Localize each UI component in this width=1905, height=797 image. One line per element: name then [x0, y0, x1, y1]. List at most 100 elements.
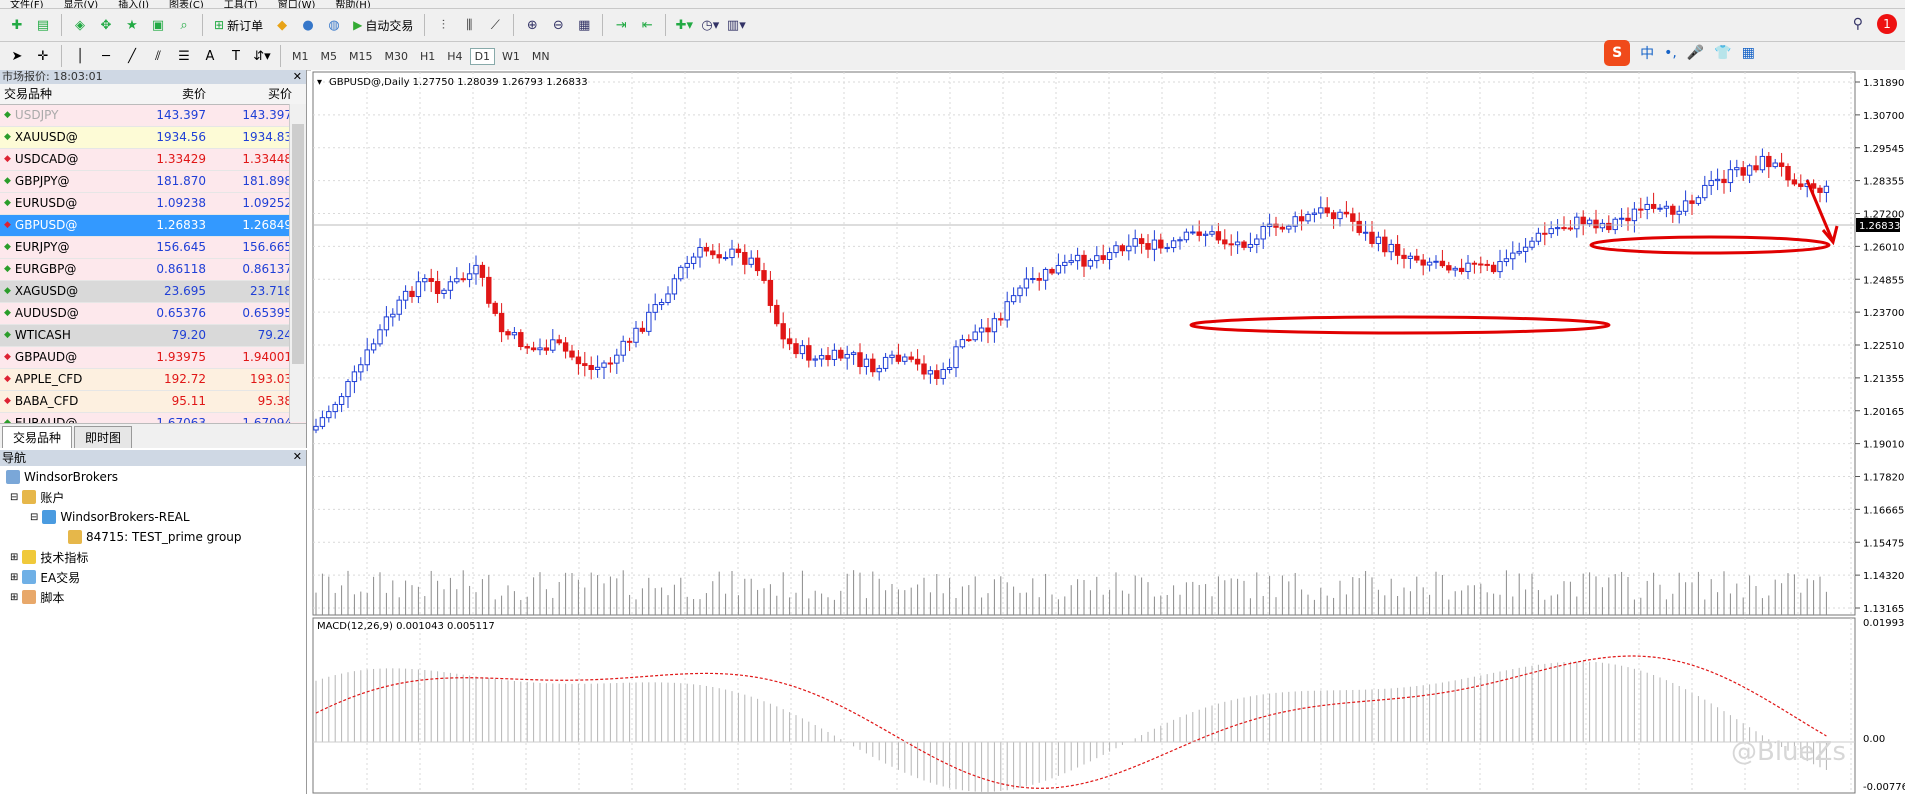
collapse-icon[interactable]: ⊟ [30, 511, 39, 523]
line-chart-icon[interactable]: ⟋ [490, 17, 500, 33]
microphone-icon[interactable]: 🎤 [1686, 45, 1705, 61]
macd-label: -0.007763 [1863, 782, 1905, 793]
market-watch-row[interactable]: ◆ APPLE_CFD 192.72 193.03 [0, 369, 306, 391]
menu-item-0[interactable]: 文件(F) [10, 0, 44, 9]
new-chart-icon[interactable]: ✚ [11, 17, 23, 33]
profiles-icon[interactable]: ▤ [36, 17, 50, 33]
notification-badge[interactable]: 1 [1877, 14, 1897, 34]
periods-icon[interactable]: ◷▾ [701, 17, 720, 33]
search-icon[interactable]: ⚲ [1852, 16, 1863, 32]
timeframe-d1[interactable]: D1 [469, 47, 496, 65]
nav-server[interactable]: ⊟ WindsorBrokers-REAL [30, 508, 190, 526]
price-chart[interactable]: 1.31890 1.30700 1.29545 1.28355 1.27200 1.260… [311, 70, 1905, 794]
signals-icon[interactable]: ● [302, 17, 314, 33]
market-watch-row[interactable]: ◆ XAUUSD@ 1934.56 1934.83 [0, 127, 306, 149]
market-watch-row[interactable]: ◆ EURJPY@ 156.645 156.665 [0, 237, 306, 259]
close-icon[interactable]: ✕ [292, 450, 302, 463]
auto-scroll-icon[interactable]: ⇥ [615, 17, 627, 33]
zoom-out-icon[interactable]: ⊖ [552, 17, 564, 33]
tab-symbols[interactable]: 交易品种 [2, 426, 73, 448]
annotation-arrow[interactable] [1805, 179, 1835, 243]
sogou-logo[interactable]: S [1604, 40, 1631, 66]
collapse-icon[interactable]: ⊟ [10, 491, 19, 503]
trendline-icon[interactable]: ╱ [128, 48, 136, 64]
menu-item-2[interactable]: 插入(I) [118, 0, 149, 9]
toolbox-icon[interactable]: ▦ [1741, 45, 1755, 61]
horizontal-line-icon[interactable]: ─ [102, 48, 110, 64]
market-watch-row[interactable]: ◆ XAGUSD@ 23.695 23.718 [0, 281, 306, 303]
arrows-icon[interactable]: ⇵▾ [253, 48, 271, 64]
ime-punctuation[interactable]: •, [1664, 45, 1677, 61]
market-watch-row[interactable]: ◆ USDCAD@ 1.33429 1.33448 [0, 149, 306, 171]
tile-windows-icon[interactable]: ▦ [578, 17, 591, 33]
zoom-in-icon[interactable]: ⊕ [526, 17, 538, 33]
market-icon[interactable]: ◍ [328, 17, 340, 33]
navigator-icon[interactable]: ★ [126, 17, 138, 33]
candlestick-icon[interactable]: ⫼ [466, 17, 473, 33]
market-watch-row[interactable]: ◆ GBPUSD@ 1.26833 1.26849 [0, 215, 306, 237]
crosshair-icon[interactable]: ✛ [37, 48, 49, 64]
data-window-icon[interactable]: ✥ [100, 17, 112, 33]
timeframe-m1[interactable]: M1 [292, 49, 309, 63]
candle-body [607, 362, 614, 365]
market-watch-row[interactable]: ◆ EURGBP@ 0.86118 0.86137 [0, 259, 306, 281]
strategy-tester-icon[interactable]: ⌕ [180, 17, 188, 33]
new-order-button[interactable]: ⊞ 新订单 [214, 18, 264, 33]
nav-indicators[interactable]: ⊞ 技术指标 [10, 548, 88, 566]
timeframe-w1[interactable]: W1 [502, 49, 520, 63]
timeframe-h1[interactable]: H1 [420, 49, 436, 63]
scrollbar[interactable] [289, 104, 306, 422]
expand-icon[interactable]: ⊞ [10, 551, 19, 563]
nav-scripts[interactable]: ⊞ 脚本 [10, 588, 64, 606]
chart-window[interactable]: 1.31890 1.30700 1.29545 1.28355 1.27200 1.260… [311, 70, 1905, 794]
fibonacci-icon[interactable]: ☰ [178, 48, 190, 64]
menu-item-5[interactable]: 窗口(W) [277, 0, 316, 9]
timeframe-m30[interactable]: M30 [384, 49, 409, 63]
nav-accounts[interactable]: ⊟ 账户 [10, 488, 64, 506]
expand-icon[interactable]: ⊞ [10, 591, 19, 603]
market-watch-row[interactable]: ◆ GBPAUD@ 1.93975 1.94001 [0, 347, 306, 369]
market-watch-row[interactable]: ◆ WTICASH 79.20 79.24 [0, 325, 306, 347]
tab-tick-chart[interactable]: 即时图 [74, 426, 133, 448]
bar-chart-icon[interactable]: ⫶ [441, 17, 445, 33]
terminal-icon[interactable]: ▣ [151, 17, 165, 33]
menu-item-4[interactable]: 工具(T) [223, 0, 258, 9]
ime-language[interactable]: 中 [1640, 46, 1655, 62]
market-watch-row[interactable]: ◆ GBPJPY@ 181.870 181.898 [0, 171, 306, 193]
templates-icon[interactable]: ▥▾ [726, 17, 746, 33]
market-watch-row[interactable]: ◆ EURUSD@ 1.09238 1.09252 [0, 193, 306, 215]
menu-item-1[interactable]: 显示(V) [63, 0, 99, 9]
close-icon[interactable]: ✕ [292, 70, 302, 83]
cursor-icon[interactable]: ➤ [11, 48, 23, 64]
timeframe-m5[interactable]: M5 [320, 49, 338, 63]
market-watch-row[interactable]: ◆ AUDUSD@ 0.65376 0.65395 [0, 303, 306, 325]
ask-header[interactable]: 买价 [267, 87, 292, 101]
skin-icon[interactable]: 👕 [1714, 45, 1732, 61]
symbol-header[interactable]: 交易品种 [4, 87, 53, 101]
market-watch-row[interactable]: ◆ BABA_CFD 95.11 95.38 [0, 391, 306, 413]
candle-body [1426, 261, 1433, 266]
indicators-icon[interactable]: ✚▾ [675, 17, 694, 33]
nav-root[interactable]: WindsorBrokers [6, 468, 118, 486]
scrollbar-thumb[interactable] [292, 124, 304, 364]
channel-icon[interactable]: ⫽ [155, 48, 161, 64]
text-icon[interactable]: A [205, 48, 215, 64]
metaeditor-icon[interactable]: ◆ [277, 17, 288, 33]
timeframe-m15[interactable]: M15 [349, 49, 373, 63]
vertical-line-icon[interactable]: │ [76, 48, 84, 64]
menu-item-6[interactable]: 帮助(H) [335, 0, 371, 9]
annotation-ellipse-lower[interactable] [1189, 315, 1611, 335]
chart-shift-icon[interactable]: ⇤ [641, 17, 653, 33]
menu-item-3[interactable]: 图表(C) [168, 0, 204, 9]
nav-account[interactable]: 84715: TEST_prime group [68, 528, 242, 546]
timeframe-h4[interactable]: H4 [447, 49, 463, 63]
text-label-icon[interactable]: T [232, 48, 240, 64]
timeframe-mn[interactable]: MN [531, 49, 550, 63]
expand-icon[interactable]: ⊞ [10, 571, 19, 583]
annotation-ellipse-upper[interactable] [1589, 235, 1831, 255]
market-watch-row[interactable]: ◆ USDJPY 143.397 143.397 [0, 105, 306, 127]
auto-trading-button[interactable]: ▶ 自动交易 [353, 18, 414, 33]
market-watch-icon[interactable]: ◈ [75, 17, 85, 33]
bid-header[interactable]: 卖价 [181, 87, 206, 101]
nav-experts[interactable]: ⊞ EA交易 [10, 568, 80, 586]
